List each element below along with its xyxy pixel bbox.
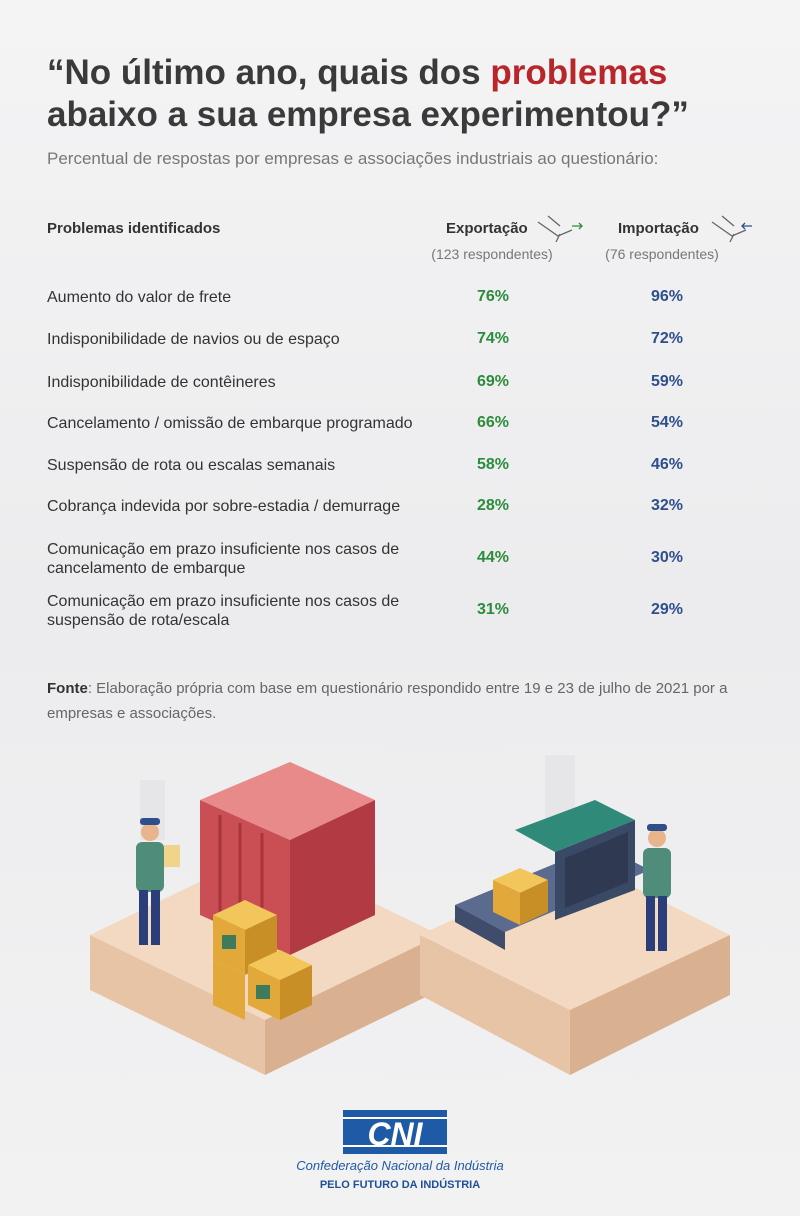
platform — [265, 935, 440, 1075]
row-label: Indisponibilidade de navios ou de espaço — [47, 331, 340, 348]
export-value: 28% — [476, 496, 510, 514]
row-label: Cobrança indevida por sobre-estadia / de… — [47, 498, 401, 515]
source-label: Fonte — [47, 680, 88, 697]
export-value: 58% — [476, 455, 510, 473]
source: Fonte: Elaboração própria com base em qu… — [47, 676, 737, 726]
title-part: “No último ano, quais dos — [47, 53, 491, 92]
worker — [136, 818, 180, 945]
subtitle: Percentual de respostas por empresas e a… — [47, 149, 659, 168]
import-value: 54% — [650, 413, 684, 431]
container — [200, 762, 375, 840]
logo-text: CNI — [367, 1116, 423, 1152]
platform — [570, 935, 730, 1075]
column-note: (76 respondentes) — [605, 246, 719, 262]
worker — [643, 824, 671, 951]
logo-name: Confederação Nacional da Indústria — [296, 1158, 504, 1173]
column-header: Exportação — [446, 220, 528, 237]
import-value: 96% — [650, 287, 684, 305]
source-text: : Elaboração própria com base em questio… — [47, 680, 728, 722]
export-value: 76% — [476, 287, 510, 305]
row-label: Aumento do valor de frete — [47, 289, 232, 306]
title-highlight: problemas — [490, 53, 668, 92]
platform — [420, 935, 570, 1075]
column-note: (123 respondentes) — [431, 246, 553, 262]
column-header: Problemas identificados — [47, 220, 221, 237]
row-label: Indisponibilidade de contêineres — [47, 374, 276, 391]
import-value: 59% — [650, 372, 684, 390]
export-value: 44% — [476, 549, 510, 566]
export-value: 74% — [476, 329, 510, 347]
row-label: Comunicação em prazo insuficiente nos ca… — [47, 541, 400, 577]
logo-stripes — [343, 1117, 447, 1147]
export-value: 66% — [476, 413, 510, 431]
title: “No último ano, quais dos problemas abai… — [47, 52, 767, 136]
boxes — [213, 900, 312, 1020]
platform — [90, 935, 265, 1075]
container — [290, 800, 375, 955]
import-value: 46% — [650, 455, 684, 473]
row-label: Suspensão de rota ou escalas semanais — [47, 457, 336, 474]
row-label: Cancelamento / omissão de embarque progr… — [47, 415, 413, 432]
import-icon — [711, 215, 752, 243]
row-label: Comunicação em prazo insuficiente nos ca… — [47, 593, 400, 629]
logo-slogan: PELO FUTURO DA INDÚSTRIA — [319, 1179, 481, 1191]
import-value: 30% — [650, 549, 684, 566]
export-value: 31% — [476, 601, 510, 618]
column-header: Importação — [618, 220, 699, 237]
import-value: 32% — [650, 496, 684, 514]
import-value: 72% — [650, 329, 684, 347]
export-icon — [537, 215, 583, 243]
title-part: abaixo a sua empresa experimentou?” — [47, 95, 689, 134]
export-value: 69% — [476, 372, 510, 390]
machine — [455, 800, 650, 950]
import-value: 29% — [650, 601, 684, 618]
